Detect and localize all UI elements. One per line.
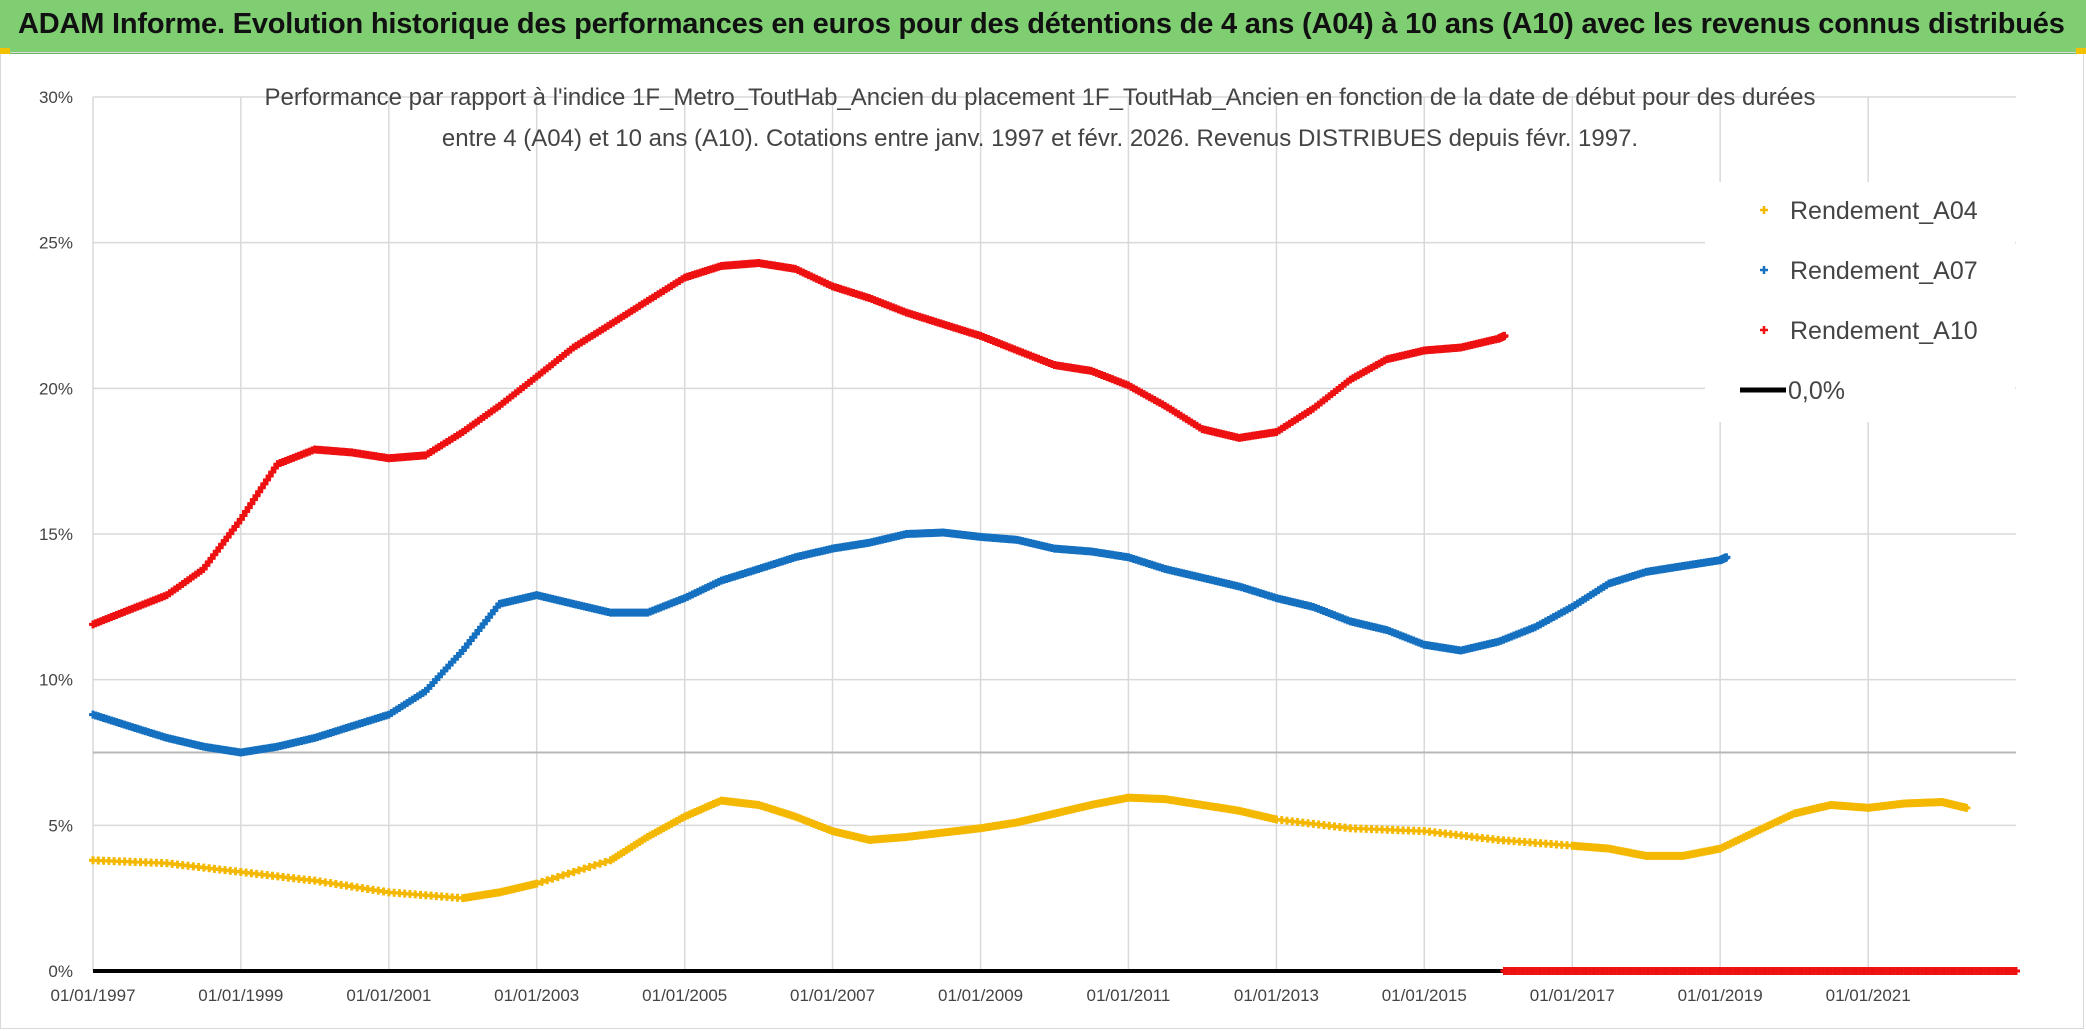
frame-corner-right: [2076, 48, 2086, 54]
y-tick-label: 0%: [48, 962, 73, 981]
data-point: [553, 872, 562, 881]
data-point: [569, 867, 578, 876]
x-tick-label: 01/01/2017: [1530, 986, 1615, 1005]
y-axis-ticks: 0% 5% 10% 15% 20% 25% 30%: [39, 88, 73, 981]
x-tick-label: 01/01/1999: [198, 986, 283, 1005]
y-tick-label: 30%: [39, 88, 73, 107]
data-point: [543, 876, 552, 885]
x-tick-label: 01/01/2019: [1678, 986, 1763, 1005]
header-banner: ADAM Informe. Evolution historique des p…: [0, 0, 2086, 54]
data-point: [580, 864, 589, 873]
data-point: [564, 869, 573, 878]
data-point: [548, 874, 557, 883]
series-a10-zero-segment: [1500, 967, 2020, 975]
chart-frame: [0, 52, 2084, 1029]
data-point: [1962, 803, 1971, 812]
x-tick-label: 01/01/2007: [790, 986, 875, 1005]
legend-label: Rendement_A04: [1790, 197, 1978, 225]
legend-label: Rendement_A07: [1790, 257, 1978, 285]
legend-marker: [1760, 206, 1768, 214]
x-tick-label: 01/01/2021: [1826, 986, 1911, 1005]
data-series: [89, 259, 2020, 975]
x-tick-label: 01/01/2003: [494, 986, 579, 1005]
legend-label: Rendement_A10: [1790, 317, 1978, 345]
data-point: [574, 866, 583, 875]
y-tick-label: 10%: [39, 671, 73, 690]
data-point: [596, 859, 605, 868]
y-tick-label: 20%: [39, 379, 73, 398]
y-tick-label: 5%: [48, 816, 73, 835]
legend-marker: [1760, 266, 1768, 274]
series-rendement-a07: [89, 528, 1731, 757]
legend-box: [1705, 182, 2015, 422]
chart-title: Performance par rapport à l'indice 1F_Me…: [265, 84, 1816, 152]
x-tick-label: 01/01/2015: [1382, 986, 1467, 1005]
y-tick-label: 15%: [39, 525, 73, 544]
x-tick-label: 01/01/2013: [1234, 986, 1319, 1005]
grid: [92, 96, 2016, 972]
data-point: [1722, 553, 1731, 562]
data-point: [1500, 331, 1509, 340]
x-tick-label: 01/01/1997: [50, 986, 135, 1005]
legend-marker: [1760, 326, 1768, 334]
data-point: [601, 857, 610, 866]
chart-title-line-2: entre 4 (A04) et 10 ans (A10). Cotations…: [442, 125, 1638, 152]
x-tick-label: 01/01/2011: [1087, 986, 1171, 1005]
data-point: [2012, 967, 2020, 975]
series-rendement-a04: [89, 793, 1971, 903]
data-point: [590, 861, 599, 870]
series-rendement-a10: [89, 259, 1509, 629]
legend: Rendement_A04 Rendement_A07 Rendement_A10 0…: [1705, 182, 2015, 422]
x-tick-label: 01/01/2005: [642, 986, 727, 1005]
data-point: [537, 877, 546, 886]
y-tick-label: 25%: [39, 234, 73, 253]
header-title: ADAM Informe. Evolution historique des p…: [18, 8, 2065, 40]
chart-title-line-1: Performance par rapport à l'indice 1F_Me…: [265, 84, 1816, 111]
data-point: [585, 862, 594, 871]
x-tick-label: 01/01/2009: [938, 986, 1023, 1005]
x-axis-ticks: 01/01/1997 01/01/1999 01/01/2001 01/01/2003…: [50, 986, 1910, 1005]
legend-label: 0,0%: [1788, 377, 1845, 405]
data-point: [532, 879, 541, 888]
frame-corner-left: [0, 48, 10, 54]
data-point: [559, 871, 568, 880]
x-tick-label: 01/01/2001: [346, 986, 431, 1005]
